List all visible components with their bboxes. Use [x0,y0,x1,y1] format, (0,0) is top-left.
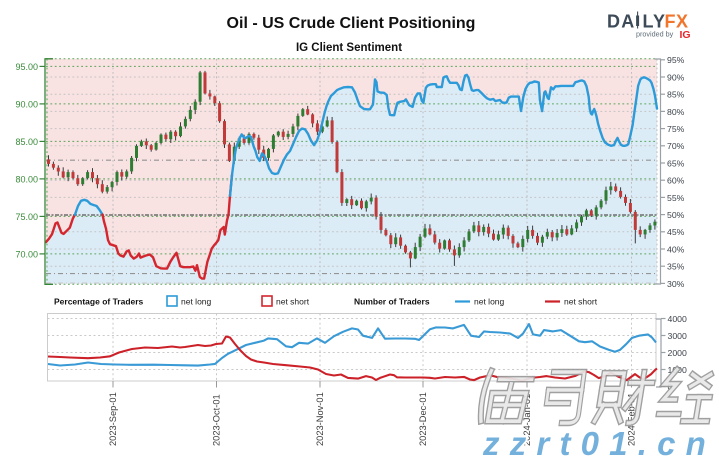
svg-text:65%: 65% [667,158,685,168]
svg-text:net short: net short [564,297,598,307]
svg-text:40%: 40% [667,244,685,254]
svg-text:3000: 3000 [668,331,687,341]
svg-text:IG: IG [680,29,691,41]
svg-text:90.00: 90.00 [15,99,38,109]
svg-text:net short: net short [276,297,310,307]
svg-text:70%: 70% [667,141,685,151]
svg-text:DA: DA [607,12,635,32]
svg-text:zzrt01.cn: zzrt01.cn [482,425,716,460]
svg-text:net long: net long [474,297,505,307]
svg-text:2023-Sep-01: 2023-Sep-01 [108,392,118,446]
svg-text:LY: LY [643,12,667,32]
svg-text:provided by: provided by [636,30,674,39]
svg-text:75.00: 75.00 [15,212,38,222]
svg-text:net long: net long [181,297,212,307]
svg-text:IG Client Sentiment: IG Client Sentiment [296,42,402,54]
svg-text:2023-Dec-01: 2023-Dec-01 [418,392,428,446]
svg-text:95.00: 95.00 [15,62,38,72]
svg-text:95%: 95% [667,55,685,65]
svg-text:50%: 50% [667,210,685,220]
svg-text:85.00: 85.00 [15,137,38,147]
svg-text:85%: 85% [667,90,685,100]
svg-text:Percentage of Traders: Percentage of Traders [54,297,144,307]
svg-text:2023-Oct-01: 2023-Oct-01 [212,394,222,446]
svg-text:2024-Jan-01: 2024-Jan-01 [522,394,532,446]
svg-text:FX: FX [665,12,689,32]
svg-text:30%: 30% [667,279,685,289]
svg-text:2000: 2000 [668,348,687,358]
svg-text:45%: 45% [667,227,685,237]
svg-text:35%: 35% [667,262,685,272]
svg-text:4000: 4000 [668,314,687,324]
svg-text:75%: 75% [667,124,685,134]
svg-text:55%: 55% [667,193,685,203]
svg-text:70.00: 70.00 [15,249,38,259]
svg-text:Oil - US Crude Client Position: Oil - US Crude Client Positioning [227,15,476,32]
svg-text:Number of Traders: Number of Traders [354,297,430,307]
svg-text:80%: 80% [667,107,685,117]
svg-text:60%: 60% [667,176,685,186]
svg-text:2023-Nov-01: 2023-Nov-01 [315,392,325,446]
svg-text:90%: 90% [667,72,685,82]
svg-text:80.00: 80.00 [15,174,38,184]
